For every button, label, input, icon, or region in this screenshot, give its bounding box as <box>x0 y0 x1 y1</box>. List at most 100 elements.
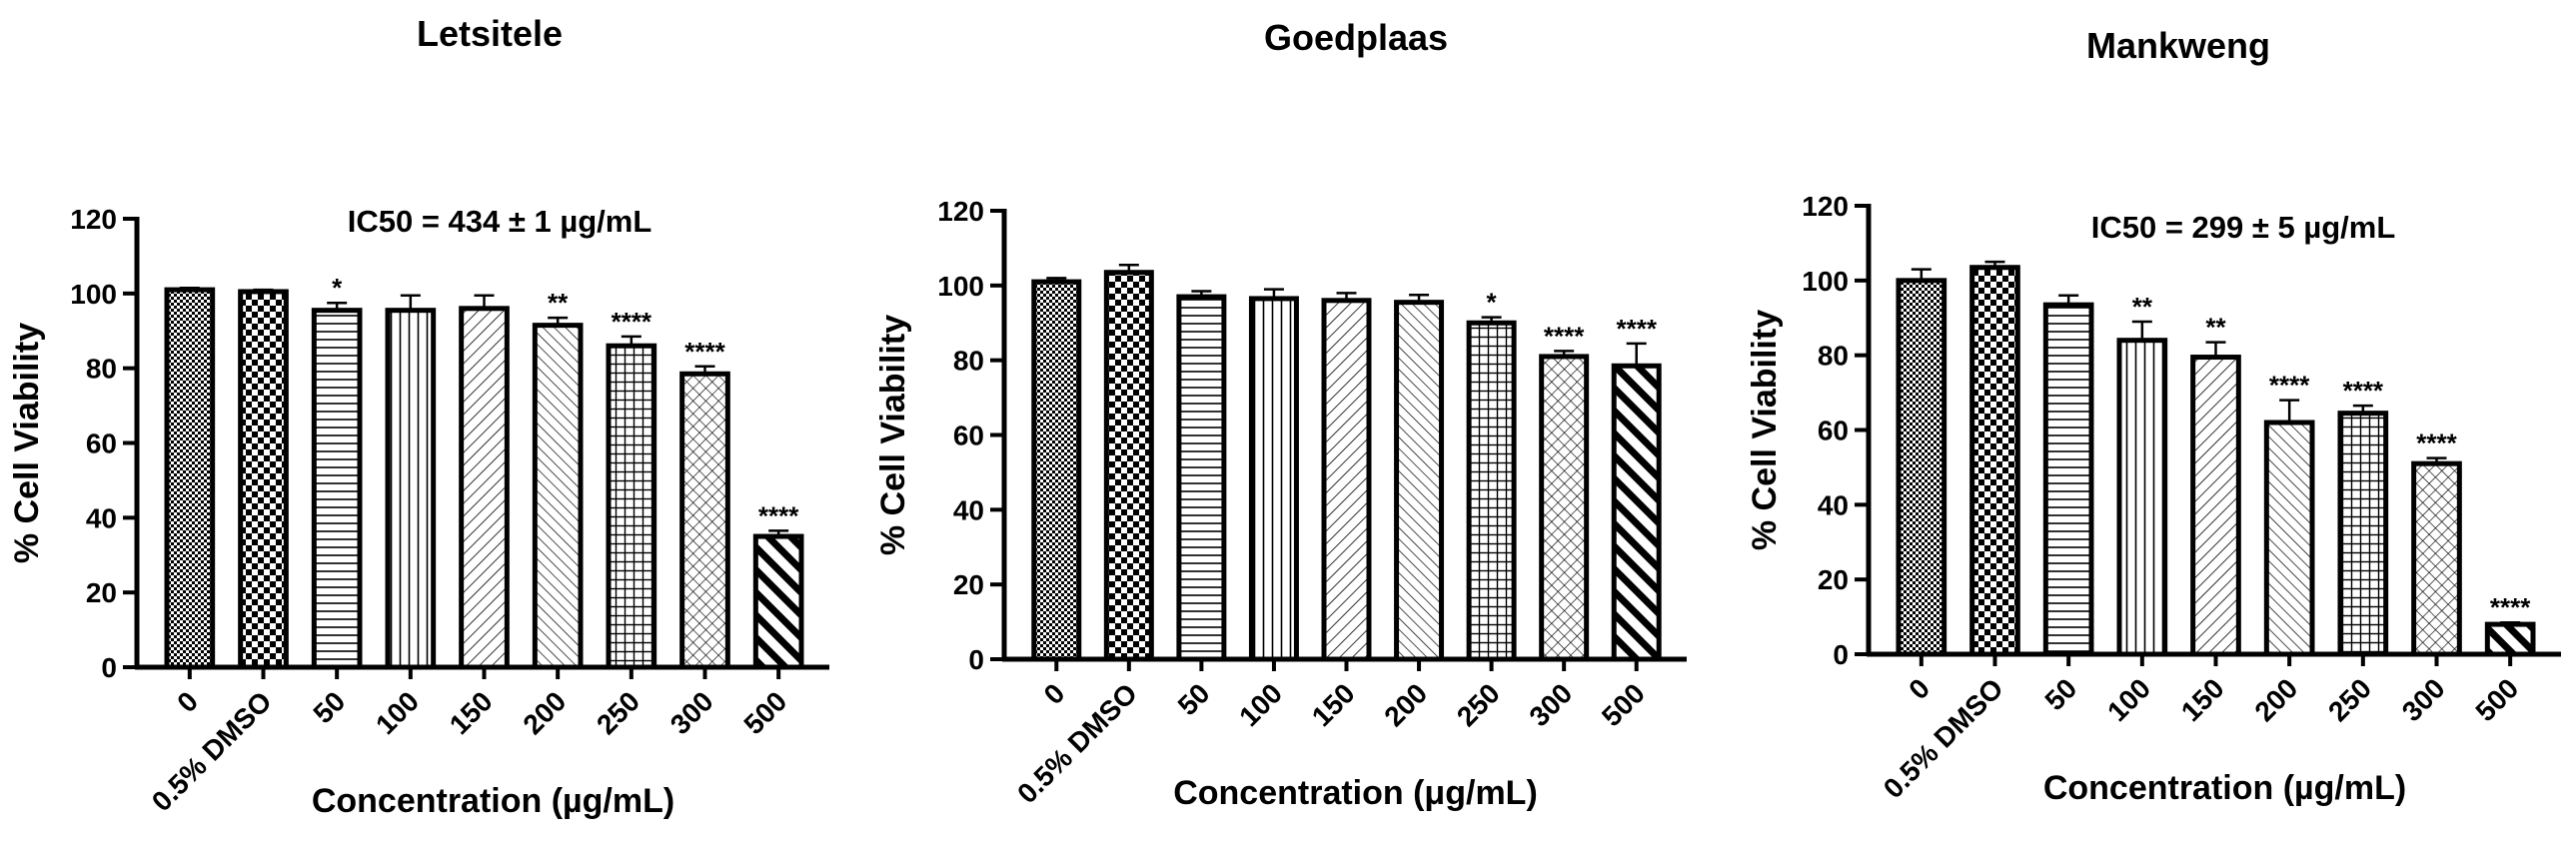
bar-0-5-dmso <box>1969 265 2020 657</box>
y-tick-label: 100 <box>70 279 117 310</box>
y-tick-label: 40 <box>1818 489 1849 520</box>
bar-150 <box>1321 298 1372 662</box>
x-tick-label: 0.5% DMSO <box>1011 677 1143 809</box>
bar-50 <box>1176 294 1227 662</box>
bar-150 <box>2190 355 2241 657</box>
significance-marker: * <box>1487 288 1498 318</box>
chart-panel-mankweng: Mankweng IC50 = 299 ± 5 µg/mL % Cell Viabi… <box>1746 25 2561 807</box>
y-axis-label: % Cell Viability <box>8 323 46 563</box>
x-tick-label: 50 <box>1172 677 1216 721</box>
x-tick-label: 200 <box>1378 677 1433 732</box>
ic50-annotation: IC50 = 299 ± 5 µg/mL <box>2091 210 2396 245</box>
y-tick-label: 80 <box>86 354 117 385</box>
x-axis-label: Concentration (µg/mL) <box>312 782 674 820</box>
bar-0-5-dmso <box>1103 270 1154 662</box>
y-tick-label: 0 <box>968 644 984 675</box>
bar-0 <box>164 287 216 670</box>
bar-250 <box>1466 320 1517 662</box>
x-tick-label: 0.5% DMSO <box>146 685 278 817</box>
significance-marker: **** <box>1544 321 1585 351</box>
x-tick-label: 200 <box>517 685 572 740</box>
bar-50 <box>311 308 363 670</box>
x-tick-label: 250 <box>591 685 645 740</box>
y-axis-label: % Cell Viability <box>874 315 912 555</box>
chart-title: Goedplaas <box>1264 17 1448 58</box>
x-tick-label: 100 <box>1233 677 1288 732</box>
bar-200 <box>532 323 584 670</box>
y-tick-label: 0 <box>101 652 117 683</box>
x-tick-label: 0.5% DMSO <box>1878 672 2009 804</box>
y-tick-label: 60 <box>86 428 117 459</box>
x-tick-label: 250 <box>2322 672 2377 727</box>
x-tick-label: 100 <box>2101 672 2156 727</box>
ic50-annotation: IC50 = 434 ± 1 µg/mL <box>348 204 652 239</box>
x-tick-label: 300 <box>664 685 719 740</box>
x-tick-label: 300 <box>2396 672 2451 727</box>
significance-marker: **** <box>684 337 725 367</box>
bar-100 <box>2116 338 2168 657</box>
y-tick-label: 20 <box>1818 564 1849 595</box>
y-tick-label: 60 <box>953 421 984 451</box>
bar-500 <box>1611 363 1662 662</box>
significance-marker: ** <box>2132 292 2153 322</box>
y-tick-label: 100 <box>937 271 984 302</box>
y-tick-label: 100 <box>1802 266 1849 297</box>
chart-title: Letsitele <box>417 13 563 54</box>
x-tick-label: 50 <box>2038 672 2082 716</box>
y-tick-label: 20 <box>953 569 984 600</box>
bar-150 <box>459 306 510 670</box>
chart-title: Mankweng <box>2086 25 2270 66</box>
bar-500 <box>752 533 804 670</box>
x-tick-label: 200 <box>2248 672 2303 727</box>
x-tick-label: 150 <box>444 685 499 740</box>
x-tick-label: 150 <box>1306 677 1361 732</box>
significance-marker: **** <box>2490 592 2531 622</box>
y-tick-label: 60 <box>1818 416 1849 446</box>
bar-300 <box>679 371 730 670</box>
bar-100 <box>385 308 437 670</box>
x-tick-label: 500 <box>2469 672 2524 727</box>
bar-250 <box>606 343 657 670</box>
x-axis-label: Concentration (μg/mL) <box>1173 774 1538 812</box>
significance-marker: **** <box>758 500 799 530</box>
bar-500 <box>2484 621 2536 657</box>
y-axis-label: % Cell Viability <box>1746 310 1784 550</box>
y-tick-label: 20 <box>86 577 117 608</box>
significance-marker: **** <box>2269 371 2310 401</box>
significance-marker: **** <box>612 307 652 337</box>
bar-300 <box>1539 354 1590 662</box>
bar-0 <box>1896 278 1947 657</box>
x-tick-label: 0 <box>1038 677 1071 710</box>
chart-panel-letsitele: Letsitele IC50 = 434 ± 1 µg/mL % Cell Viab… <box>8 13 829 820</box>
bar-100 <box>1248 296 1299 662</box>
x-tick-label: 0 <box>1903 672 1935 705</box>
significance-marker: * <box>332 273 343 303</box>
x-tick-label: 250 <box>1451 677 1506 732</box>
x-tick-label: 500 <box>1596 677 1651 732</box>
x-tick-label: 50 <box>307 685 351 729</box>
x-axis-label: Concentration (µg/mL) <box>2043 769 2406 807</box>
x-tick-label: 0 <box>171 685 204 718</box>
y-tick-label: 40 <box>953 494 984 525</box>
x-tick-label: 100 <box>370 685 425 740</box>
y-tick-label: 120 <box>937 196 984 227</box>
significance-marker: **** <box>2343 376 2384 406</box>
bar-200 <box>1394 300 1445 662</box>
significance-marker: **** <box>2416 428 2457 458</box>
significance-marker: **** <box>1616 314 1657 344</box>
x-tick-label: 150 <box>2175 672 2230 727</box>
bar-300 <box>2411 460 2462 657</box>
x-tick-label: 300 <box>1523 677 1578 732</box>
y-tick-label: 80 <box>953 346 984 377</box>
y-tick-label: 120 <box>70 204 117 235</box>
x-tick-label: 500 <box>737 685 792 740</box>
significance-marker: ** <box>548 288 569 318</box>
y-tick-label: 0 <box>1833 639 1849 670</box>
y-tick-label: 40 <box>86 502 117 533</box>
y-tick-label: 80 <box>1818 341 1849 372</box>
bar-250 <box>2337 411 2389 657</box>
bar-0-5-dmso <box>238 289 289 670</box>
